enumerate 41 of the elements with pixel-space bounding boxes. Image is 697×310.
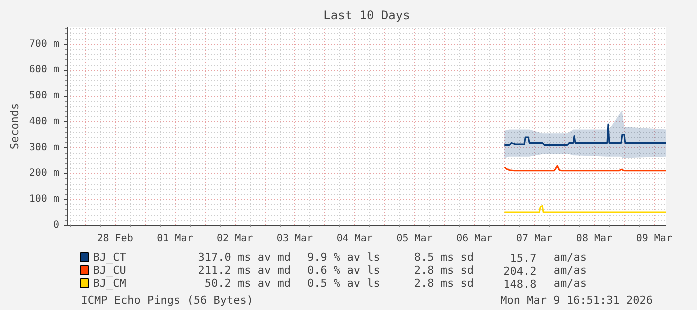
legend-label: BJ_CT [93,251,127,264]
x-tick-label: 05 Mar [396,234,433,244]
chart-title: Last 10 Days [324,8,410,22]
x-tick-label: 08 Mar [576,234,613,244]
text: am/as [554,264,588,277]
text: 204.2 [504,265,537,278]
x-tick-label: 09 Mar [636,234,672,244]
y-tick-label: 0 [53,220,60,231]
text: 50.2 ms av md [204,277,291,290]
x-tick-label: 03 Mar [276,234,314,244]
y-tick-label: 100 m [29,194,60,206]
text: 15.7 [510,252,537,265]
y-tick-label: 200 m [29,168,60,180]
text: 0.6 % av ls [307,264,380,277]
text: 148.8 [504,278,537,291]
text: 0.5 % av ls [307,277,380,290]
text: 2.8 ms sd [414,264,474,277]
y-tick-label: 500 m [29,90,60,102]
y-axis-title: Seconds [8,103,22,150]
line-series [504,124,666,146]
text: Mon Mar 9 16:51:31 2026 [500,294,654,307]
legend-label: BJ_CM [93,277,127,290]
y-tick-label: 700 m [29,38,60,50]
y-tick-label: 400 m [29,116,60,128]
y-tick-label: 300 m [29,142,60,154]
text: ICMP Echo Pings (56 Bytes) [81,294,254,307]
x-tick-label: 06 Mar [456,234,493,244]
legend-label: BJ_CU [93,264,126,277]
text: 317.0 ms av md [198,251,291,264]
text: 8.5 ms sd [414,251,474,264]
text: 211.2 ms av md [198,264,291,277]
x-tick-label: 04 Mar [336,234,373,244]
y-tick-label: 600 m [29,64,60,76]
x-tick-label: 01 Mar [157,234,194,244]
x-tick-label: 02 Mar [217,234,254,244]
text: 2.8 ms sd [414,277,474,290]
x-tick-label: 28 Feb [97,234,134,244]
text: 9.9 % av ls [307,251,380,264]
text: am/as [554,277,588,290]
x-tick-label: 07 Mar [516,234,553,244]
text: am/as [554,251,588,264]
